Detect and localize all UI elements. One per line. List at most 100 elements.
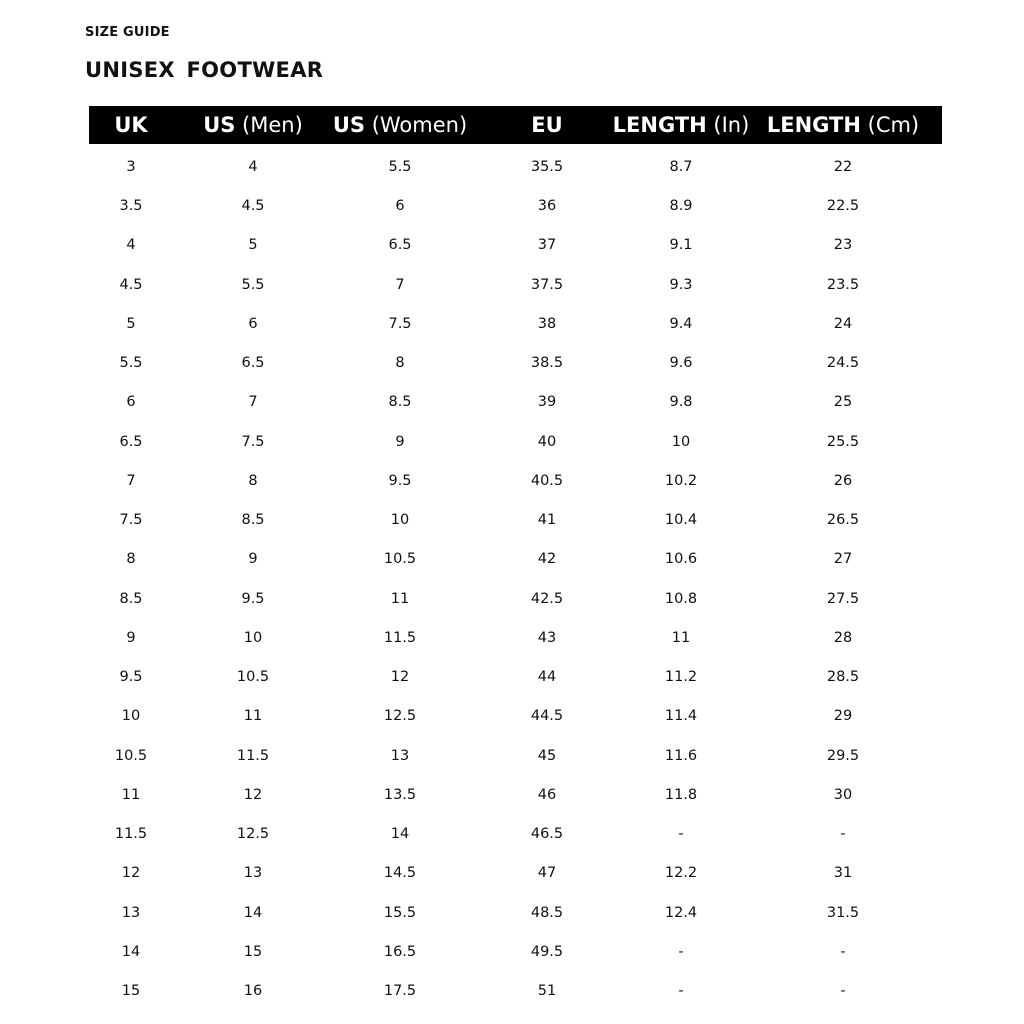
table-cell: 14 [121, 943, 141, 960]
table-cell: 11 [121, 786, 141, 803]
table-cell: 11 [390, 590, 410, 607]
table-cell: 10.2 [664, 472, 698, 489]
table-cell: 7.5 [388, 315, 412, 332]
table-cell: 6.5 [241, 355, 265, 372]
table-cell: 40.5 [530, 472, 564, 489]
table-cell: 44.5 [530, 708, 564, 725]
table-cell: 8 [248, 472, 258, 489]
table-cell: 37 [537, 237, 557, 254]
table-cell: 11 [671, 629, 691, 646]
table-cell: 10.5 [383, 551, 417, 568]
table-cell: 7 [395, 276, 405, 293]
column-header-main: US [332, 113, 366, 137]
column-header-main: EU [531, 113, 563, 137]
eyebrow-label: SIZE GUIDE [85, 25, 170, 40]
table-cell: 7.5 [119, 512, 143, 529]
table-cell: 11 [243, 708, 263, 725]
table-cell: 6 [126, 394, 136, 411]
column-header-main: UK [114, 113, 148, 137]
table-cell: 7.5 [241, 433, 265, 450]
table-cell: 46.5 [530, 826, 564, 843]
column-header: US (Women) [333, 106, 467, 144]
table-header: UK US (Men) US (Women) EU LENGTH (In) LENGTH … [89, 106, 942, 144]
column-header: US (Men) [203, 106, 303, 144]
column-header-unit: (In) [706, 113, 750, 137]
table-cell: 44 [537, 669, 557, 686]
table-cell: 23.5 [826, 276, 860, 293]
table-cell: 49.5 [530, 943, 564, 960]
table-cell: 9.5 [119, 669, 143, 686]
table-cell: 14.5 [383, 865, 417, 882]
table-cell: 3.5 [119, 198, 143, 215]
table-cell: 46 [537, 786, 557, 803]
table-cell: 12.2 [664, 865, 698, 882]
table-cell: 12 [121, 865, 141, 882]
table-cell: - [840, 983, 846, 1000]
table-cell: 10 [121, 708, 141, 725]
table-cell: 5 [248, 237, 258, 254]
table-cell: 10 [390, 512, 410, 529]
table-cell: 11.5 [236, 747, 270, 764]
table-cell: 11.5 [114, 826, 148, 843]
table-cell: 9.8 [669, 394, 693, 411]
table-cell: - [678, 983, 684, 1000]
column-header-main: LENGTH [612, 113, 707, 137]
table-cell: 8 [395, 355, 405, 372]
table-cell: 5 [126, 315, 136, 332]
table-cell: 11.6 [664, 747, 698, 764]
table-cell: 12.4 [664, 904, 698, 921]
table-cell: 24 [833, 315, 853, 332]
table-cell: 10.8 [664, 590, 698, 607]
table-cell: 29 [833, 708, 853, 725]
page-title: UNISEX FOOTWEAR [85, 58, 324, 82]
table-cell: 6.5 [119, 433, 143, 450]
table-cell: 51 [537, 983, 557, 1000]
column-header: UK [114, 106, 147, 144]
column-header: LENGTH (In) [613, 106, 750, 144]
table-cell: 8.5 [119, 590, 143, 607]
column-header-unit: (Cm) [860, 113, 920, 137]
table-cell: 39 [537, 394, 557, 411]
table-cell: 13 [390, 747, 410, 764]
table-cell: 22 [833, 159, 853, 175]
column-header-unit: (Women) [365, 113, 468, 137]
table-cell: 30 [833, 786, 853, 803]
table-cell: 10.5 [114, 747, 148, 764]
table-cell: - [840, 826, 846, 843]
table-cell: 48.5 [530, 904, 564, 921]
table-cell: 3 [126, 159, 136, 175]
table-cell: 8.7 [669, 159, 693, 175]
table-cell: 26.5 [826, 512, 860, 529]
table-cell: 43 [537, 629, 557, 646]
table-cell: 41 [537, 512, 557, 529]
table-cell: 9.5 [388, 472, 412, 489]
table-cell: 7 [248, 394, 258, 411]
column-header-unit: (Men) [235, 113, 303, 137]
table-cell: 42.5 [530, 590, 564, 607]
table-cell: 16 [243, 983, 263, 1000]
table-cell: 5.5 [241, 276, 265, 293]
table-cell: 4.5 [241, 198, 265, 215]
table-cell: - [678, 826, 684, 843]
table-cell: 8.5 [388, 394, 412, 411]
table-cell: 47 [537, 865, 557, 882]
column-header: EU [531, 106, 562, 144]
table-cell: 9 [395, 433, 405, 450]
table-cell: 31.5 [826, 904, 860, 921]
table-cell: 14 [390, 826, 410, 843]
table-cell: 25.5 [826, 433, 860, 450]
table-cell: 15.5 [383, 904, 417, 921]
table-cell: 35.5 [530, 159, 564, 175]
table-cell: - [840, 943, 846, 960]
table-cell: 9.3 [669, 276, 693, 293]
table-cell: 9 [248, 551, 258, 568]
table-cell: 13 [243, 865, 263, 882]
table-cell: 8.5 [241, 512, 265, 529]
table-cell: 12 [390, 669, 410, 686]
table-cell: 12 [243, 786, 263, 803]
table-cell: - [678, 943, 684, 960]
table-cell: 5.5 [119, 355, 143, 372]
table-cell: 8 [126, 551, 136, 568]
table-cell: 11.8 [664, 786, 698, 803]
table-cell: 11.5 [383, 629, 417, 646]
